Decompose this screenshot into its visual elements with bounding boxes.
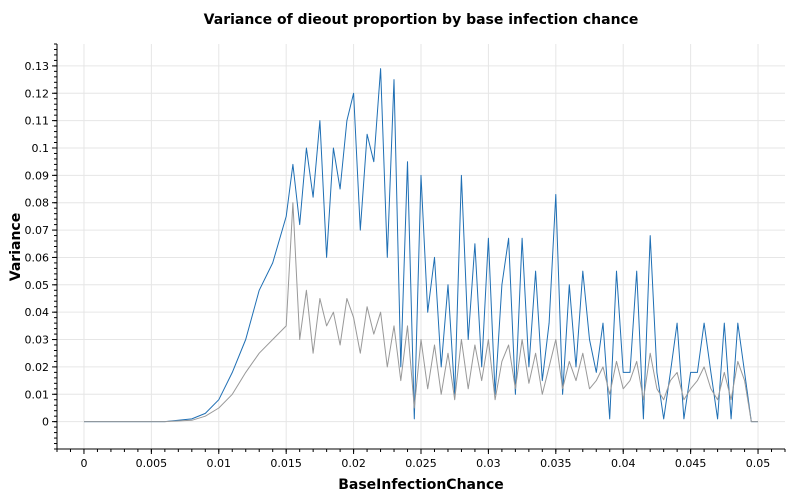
series-line-1 (84, 68, 758, 423)
y-tick-label: 0.08 (25, 197, 50, 210)
y-tick-label: 0.1 (32, 142, 50, 155)
y-tick-label: 0.03 (25, 334, 50, 347)
y-tick-label: 0.13 (25, 60, 50, 73)
y-tick-label: 0.12 (25, 87, 50, 100)
y-tick-label: 0.06 (25, 251, 50, 264)
axes (52, 43, 786, 454)
series-layer (84, 68, 758, 423)
x-tick-label: 0.025 (405, 457, 437, 470)
y-tick-label: 0.04 (25, 306, 50, 319)
y-tick-label: 0.01 (25, 388, 50, 401)
x-tick-label: 0 (80, 457, 87, 470)
x-tick-label: 0.045 (675, 457, 707, 470)
grid-lines (57, 44, 785, 449)
x-axis-label: BaseInfectionChance (338, 477, 504, 493)
x-tick-label: 0.015 (270, 457, 302, 470)
tick-labels: 0 0.005 0.01 0.015 0.02 0.025 0.03 0.035 0.04 0.0… (25, 60, 771, 470)
x-tick-label: 0.01 (207, 457, 232, 470)
x-tick-label: 0.05 (746, 457, 771, 470)
series-line-2 (84, 202, 758, 423)
y-tick-label: 0.05 (25, 279, 50, 292)
x-tick-label: 0.035 (540, 457, 572, 470)
y-tick-label: 0.02 (25, 361, 50, 374)
y-tick-label: 0 (42, 416, 49, 429)
x-tick-label: 0.02 (341, 457, 366, 470)
y-tick-label: 0.09 (25, 169, 50, 182)
y-tick-label: 0.07 (25, 224, 50, 237)
chart-title: Variance of dieout proportion by base in… (204, 12, 639, 28)
y-axis-label: Variance (8, 213, 24, 281)
x-tick-label: 0.03 (476, 457, 501, 470)
x-tick-label: 0.005 (136, 457, 168, 470)
y-tick-label: 0.11 (25, 115, 50, 128)
x-tick-label: 0.04 (611, 457, 636, 470)
